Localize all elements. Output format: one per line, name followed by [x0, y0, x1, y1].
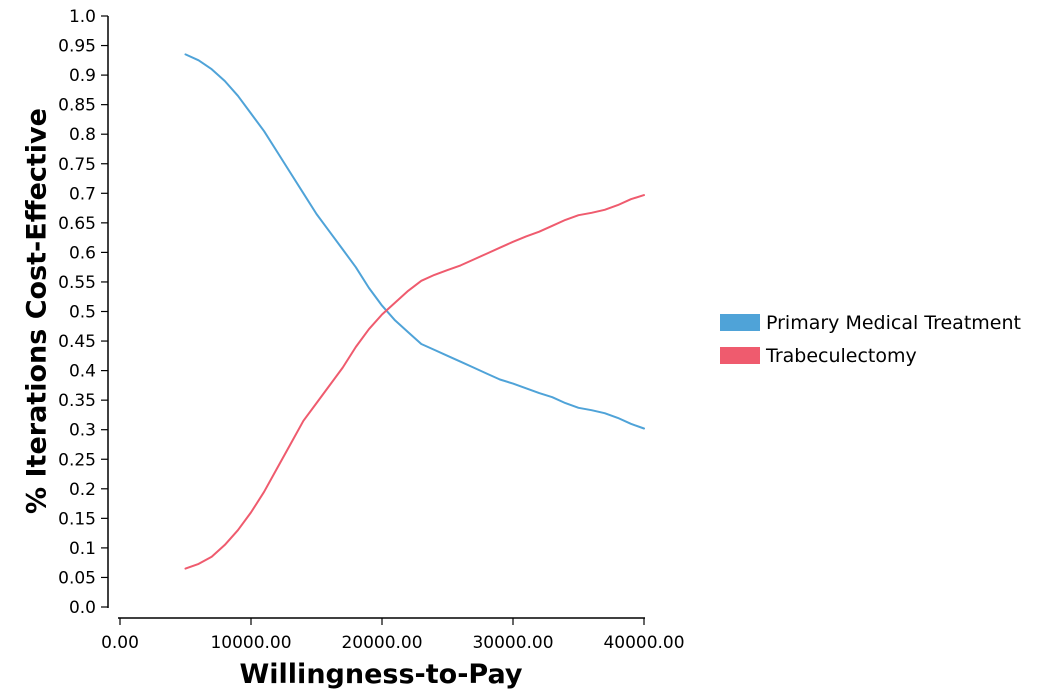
- y-tick-label: 0.15: [58, 509, 96, 529]
- legend-label: Primary Medical Treatment: [766, 312, 1021, 334]
- legend: Primary Medical Treatment Trabeculectomy: [720, 312, 1021, 367]
- y-tick-label: 1.0: [69, 7, 96, 27]
- y-tick-label: 0.35: [58, 391, 96, 411]
- y-tick-label: 0.65: [58, 214, 96, 234]
- y-tick-label: 0.2: [69, 480, 96, 500]
- y-tick-label: 0.0: [69, 598, 96, 618]
- legend-label: Trabeculectomy: [765, 345, 917, 367]
- series-line-1: [184, 194, 645, 570]
- y-tick-label: 0.5: [69, 303, 96, 323]
- x-tick-label: 10000.00: [210, 633, 291, 653]
- legend-swatch: [720, 314, 760, 331]
- y-axis-ticks: 0.0 0.05 0.1 0.15 0.2 0.25 0.3 0.35 0.4 0.45 0.5 0.…: [58, 7, 108, 618]
- x-tick-label: 20000.00: [341, 633, 422, 653]
- y-tick-label: 0.25: [58, 450, 96, 470]
- y-axis-title: % Iterations Cost-Effective: [22, 108, 53, 514]
- y-tick-label: 0.8: [69, 125, 96, 145]
- series-line-0: [184, 53, 645, 430]
- y-tick-label: 0.4: [69, 362, 96, 382]
- y-tick-label: 0.55: [58, 273, 96, 293]
- y-tick-label: 0.3: [69, 421, 96, 441]
- y-tick-label: 0.75: [58, 155, 96, 175]
- series-layer: [184, 53, 645, 570]
- y-tick-label: 0.45: [58, 332, 96, 352]
- x-tick-label: 30000.00: [472, 633, 553, 653]
- y-tick-label: 0.7: [69, 184, 96, 204]
- y-tick-label: 0.9: [69, 66, 96, 86]
- y-tick-label: 0.1: [69, 539, 96, 559]
- y-tick-label: 0.05: [58, 568, 96, 588]
- legend-swatch: [720, 347, 760, 364]
- y-tick-label: 0.95: [58, 37, 96, 57]
- y-tick-label: 0.6: [69, 243, 96, 263]
- y-tick-label: 0.85: [58, 96, 96, 116]
- x-tick-label: 40000.00: [603, 633, 684, 653]
- x-axis-title: Willingness-to-Pay: [240, 659, 523, 690]
- x-axis-ticks: 0.00 10000.00 20000.00 30000.00 40000.00: [101, 618, 685, 653]
- x-tick-label: 0.00: [101, 633, 139, 653]
